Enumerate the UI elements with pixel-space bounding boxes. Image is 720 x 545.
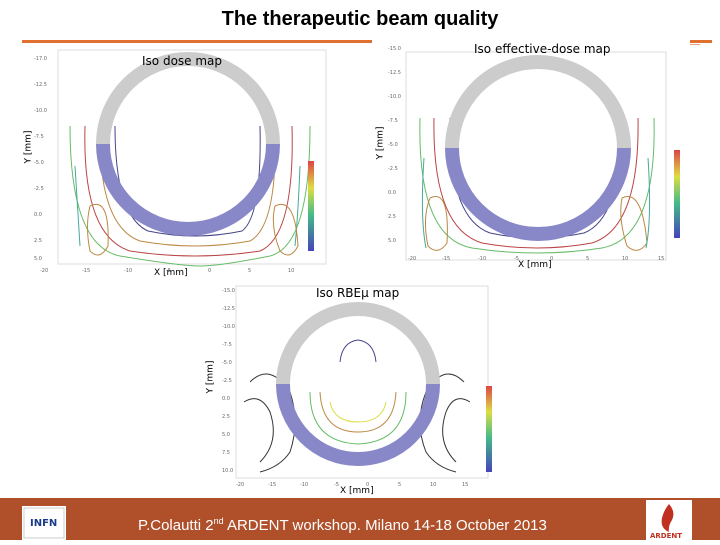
- svg-text:10: 10: [622, 256, 628, 262]
- iso-rbe-y-axis-label: Y [mm]: [205, 360, 216, 394]
- iso-effective-dose-map-panel: -15.0 -12.5 -10.0 -7.5 -5.0 -2.5 0.0 2.5 5.0 -…: [372, 38, 690, 272]
- footer-text-pre: P.Colautti 2: [138, 517, 214, 534]
- slide-title: The therapeutic beam quality: [221, 8, 499, 30]
- svg-text:10: 10: [430, 482, 436, 488]
- svg-text:5: 5: [398, 482, 401, 488]
- footer-text-post: ARDENT workshop. Milano 14-18 October 20…: [223, 517, 547, 534]
- svg-text:-10: -10: [478, 256, 486, 262]
- svg-text:-2.5: -2.5: [34, 186, 44, 192]
- svg-text:-15: -15: [268, 482, 276, 488]
- svg-text:0.0: 0.0: [34, 212, 42, 218]
- iso-rbe-x-axis-label: X [mm]: [340, 486, 374, 496]
- svg-text:5.0: 5.0: [388, 238, 396, 244]
- svg-text:5.0: 5.0: [222, 432, 230, 438]
- svg-text:5: 5: [248, 268, 251, 274]
- svg-text:-12.5: -12.5: [388, 70, 401, 76]
- svg-text:-15: -15: [82, 268, 90, 274]
- svg-text:-12.5: -12.5: [34, 82, 47, 88]
- svg-text:0.0: 0.0: [222, 396, 230, 402]
- svg-text:-2.5: -2.5: [388, 166, 398, 172]
- svg-text:-10.0: -10.0: [34, 108, 47, 114]
- svg-text:0: 0: [550, 256, 553, 262]
- svg-text:-20: -20: [236, 482, 244, 488]
- svg-text:-2.5: -2.5: [222, 378, 232, 384]
- svg-text:-15.0: -15.0: [388, 46, 401, 52]
- svg-text:-7.5: -7.5: [222, 342, 232, 348]
- svg-text:-10.0: -10.0: [388, 94, 401, 100]
- iso-rbe-map-panel: -15.0 -12.5 -10.0 -7.5 -5.0 -2.5 0.0 2.5 5.0 7…: [200, 282, 510, 496]
- infn-logo: INFN: [22, 506, 66, 540]
- iso-effective-dose-y-axis-label: Y [mm]: [375, 126, 386, 160]
- svg-text:-10: -10: [300, 482, 308, 488]
- svg-text:2.5: 2.5: [388, 214, 396, 220]
- svg-text:0.0: 0.0: [388, 190, 396, 196]
- svg-text:10.0: 10.0: [222, 468, 233, 474]
- svg-text:-17.0: -17.0: [34, 56, 47, 62]
- svg-text:15: 15: [462, 482, 468, 488]
- footer-text-sup: nd: [213, 516, 224, 526]
- iso-effective-dose-map-plot: -15.0 -12.5 -10.0 -7.5 -5.0 -2.5 0.0 2.5 5.0 -…: [388, 46, 680, 262]
- svg-text:0: 0: [366, 482, 369, 488]
- svg-text:ARDENT: ARDENT: [650, 532, 682, 540]
- svg-text:7.5: 7.5: [222, 450, 230, 456]
- iso-effective-dose-map-label: Iso effective-dose map: [474, 42, 611, 56]
- svg-text:-7.5: -7.5: [34, 134, 44, 140]
- svg-text:10: 10: [288, 268, 294, 274]
- svg-text:-5: -5: [514, 256, 519, 262]
- footer-text: P.Colautti 2nd ARDENT workshop. Milano 1…: [138, 516, 547, 534]
- iso-dose-x-axis-label: X [mm]: [154, 268, 188, 278]
- svg-text:-5: -5: [334, 482, 339, 488]
- title-underline: [22, 40, 712, 43]
- svg-text:-5: -5: [166, 268, 171, 274]
- iso-dose-y-axis-label: Y [mm]: [23, 130, 34, 164]
- svg-text:-20: -20: [408, 256, 416, 262]
- svg-text:-5.0: -5.0: [222, 360, 232, 366]
- iso-rbe-map-label: Iso RBEμ map: [316, 286, 400, 300]
- iso-effective-dose-x-axis-label: X [mm]: [518, 260, 552, 270]
- svg-text:15: 15: [658, 256, 664, 262]
- svg-text:0: 0: [208, 268, 211, 274]
- iso-dose-map-label: Iso dose map: [142, 54, 223, 68]
- ardent-logo: ARDENT: [646, 500, 692, 540]
- svg-text:INFN: INFN: [30, 518, 57, 529]
- footer-bar: [0, 498, 720, 540]
- svg-text:5.0: 5.0: [34, 256, 42, 262]
- svg-text:-20: -20: [40, 268, 48, 274]
- svg-text:-5.0: -5.0: [388, 142, 398, 148]
- iso-dose-map-panel: -17.0 -12.5 -10.0 -7.5 -5.0 -2.5 0.0 2.5 5.0 -…: [23, 46, 335, 278]
- svg-text:-15: -15: [442, 256, 450, 262]
- svg-text:5: 5: [586, 256, 589, 262]
- svg-text:2.5: 2.5: [34, 238, 42, 244]
- svg-text:-12.5: -12.5: [222, 306, 235, 312]
- svg-text:-5.0: -5.0: [34, 160, 44, 166]
- iso-rbe-map-plot: -15.0 -12.5 -10.0 -7.5 -5.0 -2.5 0.0 2.5 5.0 7…: [222, 285, 492, 488]
- svg-text:-15.0: -15.0: [222, 288, 235, 294]
- iso-dose-map-plot: -17.0 -12.5 -10.0 -7.5 -5.0 -2.5 0.0 2.5 5.0 -…: [34, 49, 327, 274]
- svg-text:2.5: 2.5: [222, 414, 230, 420]
- svg-text:-7.5: -7.5: [388, 118, 398, 124]
- svg-text:-10.0: -10.0: [222, 324, 235, 330]
- svg-text:-10: -10: [124, 268, 132, 274]
